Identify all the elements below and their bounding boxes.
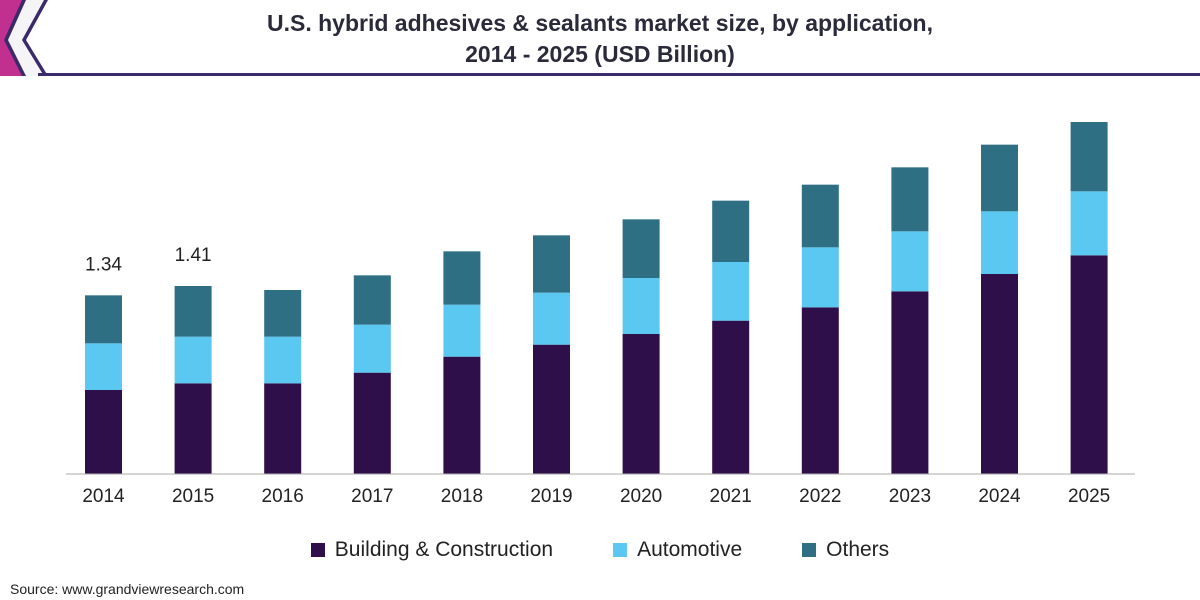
bar-2025-building-construction — [1070, 255, 1108, 474]
legend-item-building-construction: Building & Construction — [310, 538, 554, 562]
legend-label: Building & Construction — [334, 538, 554, 561]
bar-2014-building-construction — [85, 390, 122, 474]
legend-item-automotive: Automotive — [613, 538, 742, 562]
bar-2025-others — [1070, 122, 1108, 192]
bar-2021-automotive — [712, 262, 750, 321]
x-tick-label-2016: 2016 — [262, 486, 304, 507]
corner-banner-icon — [0, 0, 48, 76]
bar-2018-others — [443, 251, 481, 305]
bars-layer — [85, 122, 1108, 474]
data-label-2015: 1.41 — [175, 245, 212, 266]
legend-label: Automotive — [637, 538, 743, 561]
bar-2023-others — [891, 167, 929, 232]
x-tick-label-2025: 2025 — [1068, 486, 1110, 507]
bar-2018-building-construction — [443, 356, 481, 474]
bar-2020-building-construction — [622, 334, 660, 474]
bar-2023-automotive — [891, 231, 929, 292]
bar-2024-others — [981, 144, 1018, 212]
bar-2016-automotive — [264, 336, 302, 384]
x-tick-label-2021: 2021 — [710, 486, 752, 507]
bar-2014-automotive — [85, 343, 122, 390]
x-tick-label-2022: 2022 — [799, 486, 841, 507]
x-tick-label-2024: 2024 — [978, 486, 1021, 507]
legend-swatch — [613, 543, 628, 557]
x-tick-labels: 2014 2015 2016 2017 2018 2019 2020 2021 2022 2023… — [82, 486, 1110, 507]
bar-2017-others — [353, 275, 391, 325]
x-tick-label-2019: 2019 — [530, 486, 572, 507]
bar-2024-building-construction — [981, 274, 1018, 474]
x-tick-label-2018: 2018 — [441, 486, 483, 507]
bar-2014-others — [85, 295, 122, 344]
legend: Building & Construction Automotive Others — [0, 538, 1200, 562]
bar-2022-others — [801, 184, 839, 248]
bar-2015-others — [174, 286, 212, 337]
x-tick-label-2020: 2020 — [620, 486, 662, 507]
bar-2019-building-construction — [533, 344, 570, 474]
bar-2015-building-construction — [174, 383, 212, 474]
x-tick-label-2015: 2015 — [172, 486, 214, 507]
header-rule — [38, 73, 1200, 76]
data-labels-layer: 1.34 1.41 — [85, 245, 212, 275]
legend-swatch — [310, 543, 325, 557]
bar-2020-others — [622, 219, 660, 278]
bar-2015-automotive — [174, 336, 212, 384]
bar-2022-building-construction — [801, 307, 839, 474]
bar-2016-building-construction — [264, 383, 302, 474]
source-note: Source: www.grandviewresearch.com — [10, 581, 245, 597]
bar-2019-others — [533, 235, 570, 293]
bar-2022-automotive — [801, 247, 839, 308]
chart-title-line-1: U.S. hybrid adhesives & sealants market … — [267, 10, 933, 36]
chart-title: U.S. hybrid adhesives & sealants market … — [0, 8, 1200, 70]
legend-label: Others — [826, 538, 890, 561]
chart-title-line-2: 2014 - 2025 (USD Billion) — [465, 41, 735, 67]
bar-2017-automotive — [353, 324, 391, 373]
bar-2023-building-construction — [891, 291, 929, 474]
bar-2024-automotive — [981, 211, 1018, 274]
x-tick-label-2017: 2017 — [351, 486, 393, 507]
bar-2016-others — [264, 290, 302, 337]
bar-2021-building-construction — [712, 320, 750, 474]
x-tick-label-2014: 2014 — [82, 486, 125, 507]
x-tick-label-2023: 2023 — [889, 486, 931, 507]
bar-2019-automotive — [533, 292, 570, 345]
bar-2018-automotive — [443, 304, 481, 357]
bar-2021-others — [712, 200, 750, 262]
legend-swatch — [802, 543, 817, 557]
bar-2025-automotive — [1070, 191, 1108, 256]
data-label-2014: 1.34 — [85, 254, 122, 275]
legend-item-others: Others — [802, 538, 889, 562]
bar-2020-automotive — [622, 278, 660, 334]
bar-2017-building-construction — [353, 372, 391, 474]
